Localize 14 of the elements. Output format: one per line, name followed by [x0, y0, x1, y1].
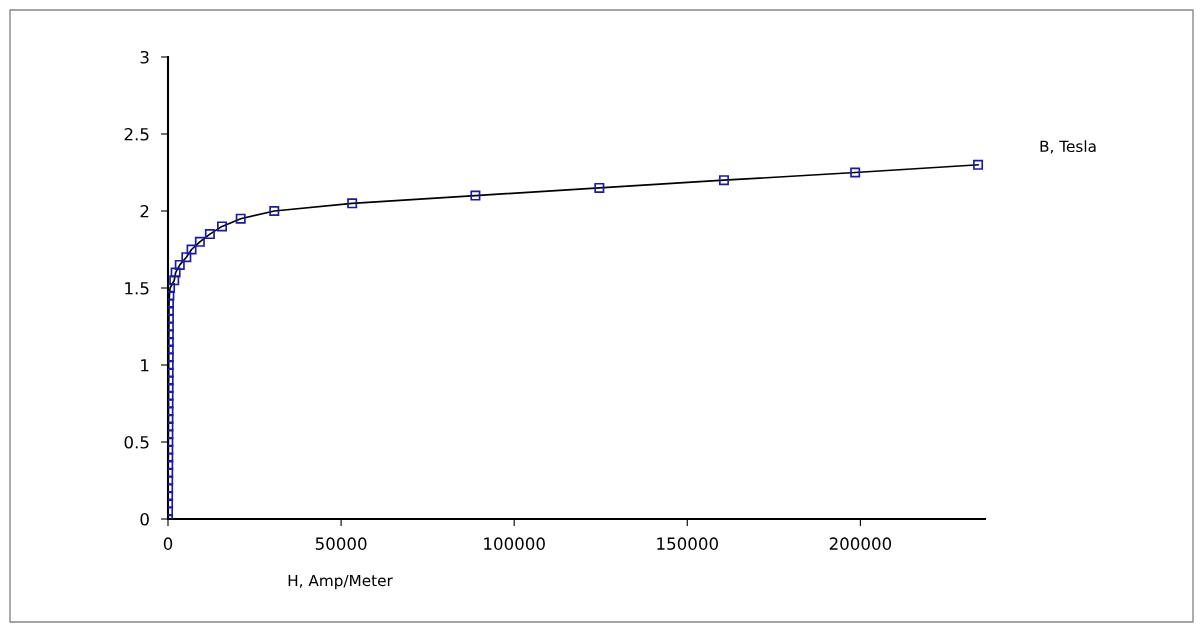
x-tick-label: 150000: [657, 537, 718, 550]
x-tick-label: 200000: [829, 537, 892, 550]
y-tick-label: 2.5: [124, 127, 149, 141]
x-tick-label: 100000: [484, 537, 545, 550]
x-tick-label: 50000: [315, 537, 367, 550]
y-tick-label: 0.5: [124, 435, 149, 449]
y-tick-label: 0: [140, 512, 149, 526]
x-axis-title: H, Amp/Meter: [288, 574, 393, 590]
y-axis-title: B, Tesla: [1040, 140, 1096, 154]
y-tick-label: 3: [140, 50, 149, 64]
y-tick-label: 1: [141, 359, 149, 372]
x-tick-label: 0: [163, 537, 173, 550]
y-tick-label: 1.5: [125, 282, 149, 295]
y-tick-label: 2: [140, 204, 149, 218]
